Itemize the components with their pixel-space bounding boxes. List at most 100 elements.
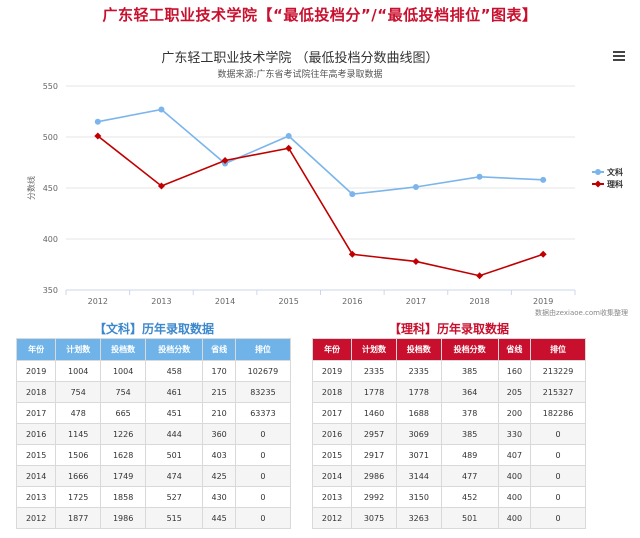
data-point (476, 173, 483, 180)
table-row: 2015 2917 3071 489 407 0 (311, 444, 586, 466)
table-cell: 0 (530, 507, 586, 529)
legend-swatch-marker (595, 169, 601, 175)
table-cell: 400 (497, 465, 532, 487)
legend-swatch-marker (594, 180, 602, 188)
table-cell: 2957 (351, 423, 397, 445)
table-cell: 63373 (234, 402, 292, 424)
table-cell: 1004 (100, 360, 147, 382)
table-row: 2013 2992 3150 452 400 0 (311, 486, 586, 508)
table-cell: 1778 (351, 381, 397, 403)
table-cell: 1145 (55, 423, 102, 445)
wenke-table-body: 2019 1004 1004 458 170 102679 2018 754 754 461 215… (15, 360, 292, 529)
table-cell: 2013 (15, 486, 57, 508)
table-cell: 330 (497, 423, 532, 445)
table-cell: 378 (440, 402, 499, 424)
table-cell: 1004 (55, 360, 102, 382)
table-cell: 0 (234, 507, 292, 529)
y-axis-label: 分数线 (26, 176, 36, 200)
table-cell: 1688 (395, 402, 442, 424)
table-cell: 3150 (395, 486, 442, 508)
table-cell: 360 (202, 423, 236, 445)
table-cell: 0 (234, 444, 292, 466)
table-row: 2018 754 754 461 215 83235 (15, 381, 292, 403)
table-cell: 1725 (55, 486, 102, 508)
table-row: 2012 3075 3263 501 400 0 (311, 507, 586, 529)
table-cell: 2016 (15, 423, 57, 445)
legend-item-label[interactable]: 文科 (607, 167, 623, 177)
table-cell: 2012 (15, 507, 57, 529)
wenke-col-header-2: 投档数 (100, 338, 147, 361)
like-col-header-5: 排位 (530, 338, 586, 361)
legend-item-label[interactable]: 理科 (607, 179, 623, 189)
series-line-1 (97, 135, 544, 277)
data-point (285, 132, 292, 139)
table-cell: 458 (145, 360, 204, 382)
y-tick-label: 350 (43, 286, 58, 295)
table-row: 2019 1004 1004 458 170 102679 (15, 360, 292, 382)
wenke-table-header-row: 年份 计划数 投档数 投档分数 省线 排位 (15, 338, 292, 361)
table-cell: 478 (55, 402, 102, 424)
table-cell: 2017 (311, 402, 353, 424)
table-cell: 385 (440, 360, 499, 382)
table-cell: 403 (202, 444, 236, 466)
table-cell: 2019 (311, 360, 353, 382)
table-cell: 452 (440, 486, 499, 508)
table-cell: 400 (497, 486, 532, 508)
table-cell: 3263 (395, 507, 442, 529)
data-point (540, 176, 547, 183)
data-point (94, 118, 101, 125)
y-tick-label: 500 (43, 133, 58, 142)
table-cell: 2014 (15, 465, 57, 487)
table-cell: 2992 (351, 486, 397, 508)
x-tick-label: 2015 (279, 297, 299, 306)
table-cell: 0 (234, 486, 292, 508)
table-cell: 444 (145, 423, 204, 445)
table-cell: 430 (202, 486, 236, 508)
wenke-col-header-1: 计划数 (55, 338, 102, 361)
table-cell: 3075 (351, 507, 397, 529)
table-cell: 2018 (15, 381, 57, 403)
data-point (94, 132, 102, 140)
table-cell: 200 (497, 402, 532, 424)
table-cell: 205 (497, 381, 532, 403)
table-cell: 385 (440, 423, 499, 445)
table-cell: 2335 (351, 360, 397, 382)
table-cell: 102679 (234, 360, 292, 382)
table-cell: 2013 (311, 486, 353, 508)
like-col-header-1: 计划数 (351, 338, 397, 361)
table-cell: 83235 (234, 381, 292, 403)
table-cell: 2019 (15, 360, 57, 382)
table-cell: 489 (440, 444, 499, 466)
table-row: 2014 1666 1749 474 425 0 (15, 465, 292, 487)
table-cell: 1506 (55, 444, 102, 466)
x-tick-label: 2013 (151, 297, 171, 306)
table-row: 2013 1725 1858 527 430 0 (15, 486, 292, 508)
chart-title: 广东轻工职业技术学院 （最低投档分数曲线图） (161, 51, 439, 66)
y-tick-label: 400 (43, 235, 58, 244)
data-point (476, 272, 484, 280)
data-point (158, 106, 165, 113)
table-cell: 400 (497, 507, 532, 529)
table-row: 2017 1460 1688 378 200 182286 (311, 402, 586, 424)
table-cell: 1858 (100, 486, 147, 508)
table-cell: 1666 (55, 465, 102, 487)
table-cell: 0 (530, 465, 586, 487)
like-table: 年份 计划数 投档数 投档分数 省线 排位 2019 2335 2335 385 160 21322… (311, 338, 586, 529)
table-cell: 1749 (100, 465, 147, 487)
table-cell: 501 (145, 444, 204, 466)
chart-credit: 数据由zexiaoe.com收集整理 (535, 309, 628, 317)
wenke-col-header-0: 年份 (15, 338, 57, 361)
table-cell: 2015 (15, 444, 57, 466)
wenke-col-header-4: 省线 (202, 338, 236, 361)
table-row: 2014 2986 3144 477 400 0 (311, 465, 586, 487)
wenke-col-header-3: 投档分数 (145, 338, 204, 361)
table-cell: 160 (497, 360, 532, 382)
x-tick-label: 2017 (406, 297, 426, 306)
wenke-table-title: 【文科】历年录取数据 (93, 322, 214, 336)
table-cell: 2018 (311, 381, 353, 403)
table-cell: 501 (440, 507, 499, 529)
table-cell: 0 (530, 444, 586, 466)
like-table-header-row: 年份 计划数 投档数 投档分数 省线 排位 (311, 338, 586, 361)
hamburger-menu-icon[interactable] (613, 51, 625, 61)
table-cell: 3144 (395, 465, 442, 487)
